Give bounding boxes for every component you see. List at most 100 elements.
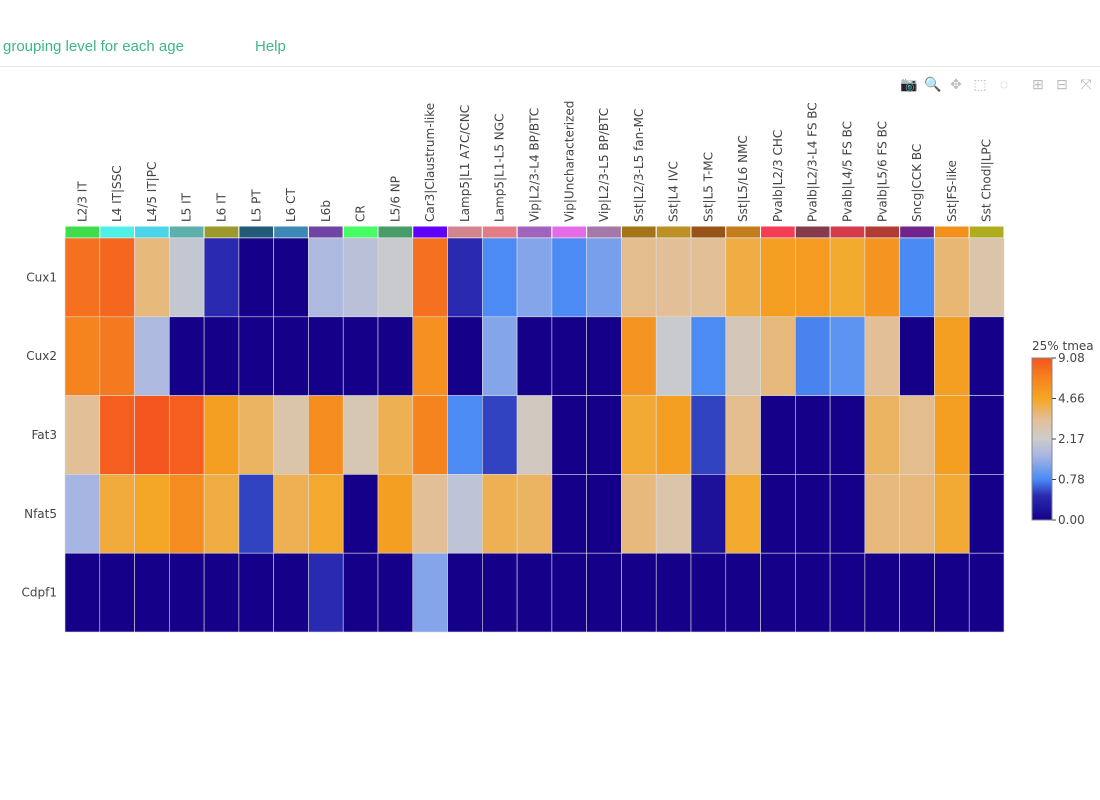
heatmap-cell[interactable]	[134, 552, 170, 633]
heatmap-cell[interactable]	[342, 395, 379, 475]
heatmap-cell[interactable]	[934, 395, 970, 475]
heatmap-cell[interactable]	[273, 552, 309, 633]
heatmap-cell[interactable]	[760, 395, 796, 475]
autoscale-icon[interactable]: ⤧	[1080, 76, 1092, 92]
heatmap-cell[interactable]	[377, 395, 414, 475]
heatmap-cell[interactable]	[655, 316, 692, 396]
heatmap-cell[interactable]	[64, 395, 101, 475]
heatmap-cell[interactable]	[551, 316, 587, 396]
heatmap-cell[interactable]	[655, 395, 692, 475]
heatmap-cell[interactable]	[690, 237, 727, 318]
heatmap-cell[interactable]	[308, 237, 344, 318]
heatmap-cell[interactable]	[795, 395, 831, 475]
heatmap-cell[interactable]	[968, 395, 1005, 475]
heatmap-cell[interactable]	[586, 552, 622, 633]
heatmap-cell[interactable]	[934, 316, 970, 396]
heatmap-cell[interactable]	[864, 474, 900, 554]
heatmap-cell[interactable]	[482, 316, 518, 396]
zoom-out-icon[interactable]: ⊟	[1056, 76, 1068, 92]
box-select-icon[interactable]: ⬚	[973, 76, 987, 92]
heatmap-cell[interactable]	[203, 474, 240, 554]
heatmap-cell[interactable]	[551, 237, 587, 318]
heatmap-cell[interactable]	[551, 395, 587, 475]
heatmap-cell[interactable]	[829, 316, 866, 396]
heatmap-cell[interactable]	[621, 395, 657, 475]
heatmap-cell[interactable]	[586, 237, 622, 318]
heatmap-cell[interactable]	[795, 316, 831, 396]
heatmap-cell[interactable]	[551, 552, 587, 633]
heatmap-cell[interactable]	[690, 316, 727, 396]
heatmap-cell[interactable]	[864, 395, 900, 475]
heatmap-cell[interactable]	[99, 552, 135, 633]
pan-icon[interactable]: ✥	[950, 76, 962, 92]
heatmap-cell[interactable]	[412, 395, 448, 475]
heatmap-cell[interactable]	[899, 316, 935, 396]
heatmap-cell[interactable]	[516, 552, 553, 633]
heatmap-cell[interactable]	[586, 316, 622, 396]
heatmap-cell[interactable]	[655, 474, 692, 554]
heatmap-cell[interactable]	[99, 237, 135, 318]
heatmap-cell[interactable]	[725, 237, 761, 318]
heatmap-cell[interactable]	[447, 316, 483, 396]
heatmap-cell[interactable]	[621, 316, 657, 396]
heatmap-cell[interactable]	[968, 552, 1005, 633]
heatmap-cell[interactable]	[273, 237, 309, 318]
heatmap-cell[interactable]	[760, 237, 796, 318]
heatmap-cell[interactable]	[864, 552, 900, 633]
heatmap-cell[interactable]	[308, 552, 344, 633]
heatmap-cell[interactable]	[482, 474, 518, 554]
zoom-icon[interactable]: 🔍	[924, 76, 942, 92]
heatmap-cell[interactable]	[968, 316, 1005, 396]
heatmap-cell[interactable]	[760, 552, 796, 633]
heatmap-cell[interactable]	[308, 474, 344, 554]
heatmap-cell[interactable]	[934, 474, 970, 554]
heatmap-cell[interactable]	[377, 237, 414, 318]
heatmap-cell[interactable]	[690, 395, 727, 475]
heatmap-cell[interactable]	[934, 552, 970, 633]
heatmap-cell[interactable]	[447, 552, 483, 633]
heatmap-cell[interactable]	[760, 474, 796, 554]
heatmap-cell[interactable]	[516, 316, 553, 396]
heatmap-cell[interactable]	[482, 237, 518, 318]
heatmap-cell[interactable]	[482, 552, 518, 633]
heatmap-cell[interactable]	[99, 316, 135, 396]
heatmap-cell[interactable]	[377, 474, 414, 554]
heatmap-cell[interactable]	[690, 474, 727, 554]
heatmap-cell[interactable]	[169, 552, 205, 633]
heatmap-cell[interactable]	[64, 552, 101, 633]
heatmap-cell[interactable]	[551, 474, 587, 554]
heatmap-cell[interactable]	[377, 316, 414, 396]
heatmap-cell[interactable]	[516, 237, 553, 318]
heatmap-cell[interactable]	[203, 395, 240, 475]
heatmap-cell[interactable]	[899, 395, 935, 475]
heatmap-cell[interactable]	[795, 552, 831, 633]
heatmap-cell[interactable]	[725, 395, 761, 475]
heatmap-cell[interactable]	[238, 474, 274, 554]
zoom-in-icon[interactable]: ⊞	[1032, 76, 1044, 92]
heatmap-cell[interactable]	[273, 474, 309, 554]
heatmap-cell[interactable]	[586, 395, 622, 475]
heatmap-cell[interactable]	[308, 395, 344, 475]
heatmap-cell[interactable]	[586, 474, 622, 554]
heatmap-cell[interactable]	[134, 474, 170, 554]
heatmap-cell[interactable]	[968, 474, 1005, 554]
heatmap-cell[interactable]	[864, 237, 900, 318]
heatmap-cell[interactable]	[655, 552, 692, 633]
heatmap-cell[interactable]	[238, 237, 274, 318]
heatmap-cell[interactable]	[968, 237, 1005, 318]
heatmap-cell[interactable]	[447, 474, 483, 554]
heatmap-cell[interactable]	[934, 237, 970, 318]
heatmap-cell[interactable]	[725, 552, 761, 633]
heatmap-cell[interactable]	[134, 316, 170, 396]
camera-icon[interactable]: 📷	[900, 76, 918, 92]
heatmap-cell[interactable]	[169, 316, 205, 396]
heatmap-cell[interactable]	[377, 552, 414, 633]
heatmap-cell[interactable]	[273, 316, 309, 396]
heatmap-cell[interactable]	[621, 237, 657, 318]
heatmap-cell[interactable]	[64, 316, 101, 396]
heatmap-cell[interactable]	[64, 237, 101, 318]
heatmap-cell[interactable]	[760, 316, 796, 396]
heatmap-cell[interactable]	[829, 474, 866, 554]
heatmap-cell[interactable]	[412, 316, 448, 396]
